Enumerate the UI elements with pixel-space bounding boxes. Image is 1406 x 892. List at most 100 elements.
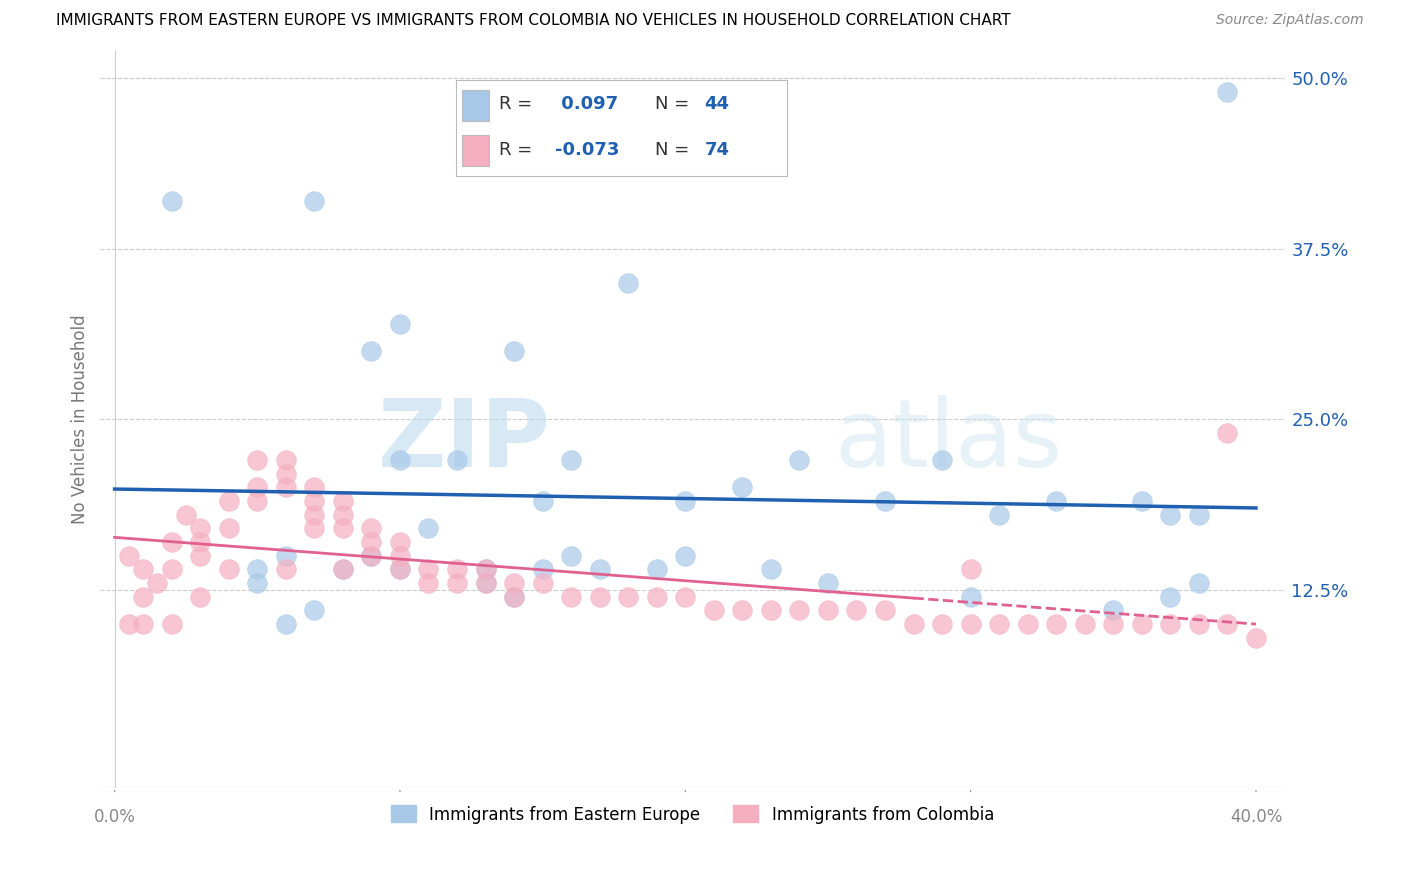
Point (418, 562, 440, 576)
Point (703, 603, 725, 617)
Point (617, 590, 640, 604)
Point (959, 590, 981, 604)
Point (332, 562, 354, 576)
Point (160, 194, 183, 208)
Point (218, 562, 240, 576)
Point (118, 549, 141, 563)
Point (645, 562, 668, 576)
Point (474, 576, 496, 591)
Point (474, 562, 496, 576)
Point (446, 562, 468, 576)
Point (246, 453, 269, 467)
Point (388, 317, 411, 331)
Point (388, 549, 411, 563)
Point (360, 535, 382, 549)
Point (274, 616, 297, 631)
Point (931, 453, 953, 467)
Point (474, 576, 496, 591)
Point (132, 590, 155, 604)
Point (388, 453, 411, 467)
Point (789, 603, 811, 617)
Text: 40.0%: 40.0% (1230, 808, 1282, 826)
Point (388, 535, 411, 549)
Point (1188, 508, 1211, 522)
Point (360, 549, 382, 563)
Point (959, 616, 981, 631)
Point (1216, 425, 1239, 440)
Point (1159, 616, 1181, 631)
Point (246, 480, 269, 494)
Point (503, 590, 526, 604)
Point (873, 603, 896, 617)
Point (1045, 494, 1067, 508)
Point (246, 576, 269, 591)
Point (1188, 576, 1211, 591)
Point (246, 562, 269, 576)
Point (560, 453, 582, 467)
Point (218, 494, 240, 508)
Point (1216, 616, 1239, 631)
Y-axis label: No Vehicles in Household: No Vehicles in Household (72, 314, 89, 524)
Point (360, 549, 382, 563)
Point (418, 521, 440, 535)
Point (673, 494, 696, 508)
Text: ZIP: ZIP (377, 395, 550, 487)
Point (332, 521, 354, 535)
Point (132, 616, 155, 631)
Point (988, 616, 1011, 631)
Point (332, 562, 354, 576)
Point (903, 616, 925, 631)
Point (160, 562, 183, 576)
Point (589, 590, 612, 604)
Point (1102, 603, 1125, 617)
Point (560, 590, 582, 604)
Text: atlas: atlas (835, 395, 1063, 487)
Point (274, 549, 297, 563)
Point (959, 562, 981, 576)
Point (1188, 616, 1211, 631)
Point (304, 480, 326, 494)
Point (503, 343, 526, 358)
Point (188, 590, 211, 604)
Point (731, 480, 754, 494)
Point (1074, 616, 1097, 631)
Point (418, 576, 440, 591)
Point (589, 562, 612, 576)
Point (503, 576, 526, 591)
Point (817, 576, 839, 591)
Point (118, 616, 141, 631)
Point (360, 343, 382, 358)
Point (531, 562, 554, 576)
Point (731, 603, 754, 617)
Point (503, 590, 526, 604)
Point (304, 508, 326, 522)
Point (274, 480, 297, 494)
Point (1244, 631, 1267, 645)
Point (188, 549, 211, 563)
Point (218, 521, 240, 535)
Text: IMMIGRANTS FROM EASTERN EUROPE VS IMMIGRANTS FROM COLOMBIA NO VEHICLES IN HOUSEH: IMMIGRANTS FROM EASTERN EUROPE VS IMMIGR… (56, 13, 1011, 29)
Point (873, 494, 896, 508)
Point (988, 508, 1011, 522)
Point (759, 603, 782, 617)
Point (1102, 616, 1125, 631)
Point (188, 521, 211, 535)
Point (474, 562, 496, 576)
Point (759, 562, 782, 576)
Point (1159, 508, 1181, 522)
Point (1045, 616, 1067, 631)
Point (304, 494, 326, 508)
Point (1130, 494, 1153, 508)
Text: 0.0%: 0.0% (94, 808, 135, 826)
Point (274, 562, 297, 576)
Point (673, 590, 696, 604)
Point (304, 603, 326, 617)
Point (673, 549, 696, 563)
Point (132, 562, 155, 576)
Point (332, 494, 354, 508)
Point (388, 562, 411, 576)
Point (304, 194, 326, 208)
Point (332, 508, 354, 522)
Point (931, 616, 953, 631)
Point (617, 276, 640, 290)
